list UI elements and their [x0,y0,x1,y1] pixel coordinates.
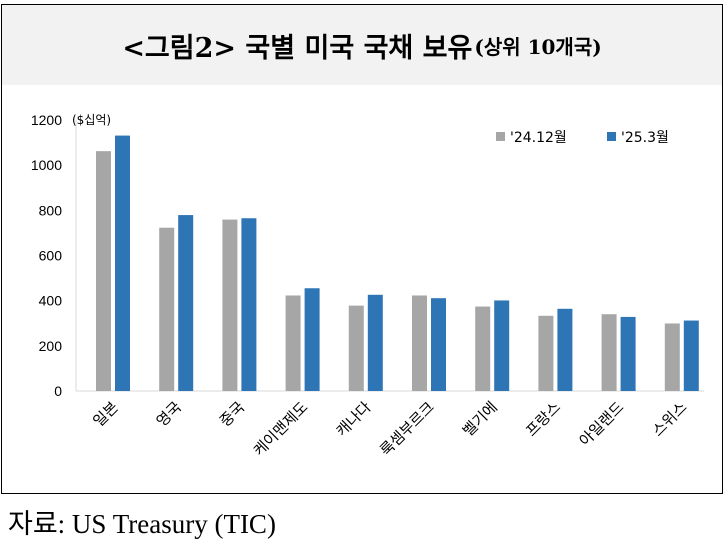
y-tick-label: 600 [39,248,63,264]
bar-series2 [683,320,699,391]
bar-series1 [285,295,301,391]
x-tick-label: 프랑스 [522,398,564,440]
chart-subtitle: (상위 10개국) [474,34,602,59]
y-tick-label: 800 [39,202,63,218]
y-tick-label: 1200 [31,112,62,128]
bar-series1 [412,295,427,391]
x-tick-label: 일본 [90,398,122,430]
x-tick-label: 영국 [153,398,185,430]
bar-series2 [367,294,383,391]
bar-series1 [601,314,617,391]
bar-series1 [475,306,491,391]
bar-chart: 0 200 400 600 800 1000 1200 ($십억) 일본 영국 중국 케이맨제도 캐나다… [31,112,704,460]
source-note: 자료: US Treasury (TIC) [8,509,276,539]
legend-label-2: '25.3월 [621,130,669,146]
y-tick-label: 0 [54,383,62,399]
bar-series1 [96,151,111,391]
legend-swatch-1 [496,132,505,141]
x-tick-label: 중국 [216,398,248,430]
bar-series2 [304,288,320,391]
y-tick-label: 400 [39,293,63,309]
x-tick-label: 케이맨제도 [250,398,312,460]
x-tick-label: 룩셈부르크 [376,398,438,460]
bar-series1 [538,315,554,391]
bar-series1 [159,227,175,391]
bar-series2 [494,300,510,391]
bar-series2 [431,298,446,391]
bar-series2 [115,135,130,391]
x-tick-label: 벨기에 [459,398,501,440]
bar-series1 [222,219,238,391]
bar-series2 [620,316,636,391]
x-tick-label: 캐나다 [333,398,375,440]
bar-series1 [348,305,364,391]
x-tick-label: 스위스 [649,398,691,440]
x-tick-label: 아일랜드 [576,398,628,450]
y-tick-label: 200 [39,338,63,354]
bar-series2 [557,308,573,391]
bar-series1 [664,323,680,391]
chart-title: <그림2> 국별 미국 국채 보유 [122,32,473,64]
legend-swatch-2 [607,132,616,141]
bar-series2 [178,215,194,391]
unit-label: ($십억) [72,113,111,127]
title-bar: <그림2> 국별 미국 국채 보유 (상위 10개국) [2,5,722,85]
y-tick-label: 1000 [31,157,62,173]
legend-label-1: '24.12월 [510,130,567,146]
bar-series2 [241,218,257,391]
